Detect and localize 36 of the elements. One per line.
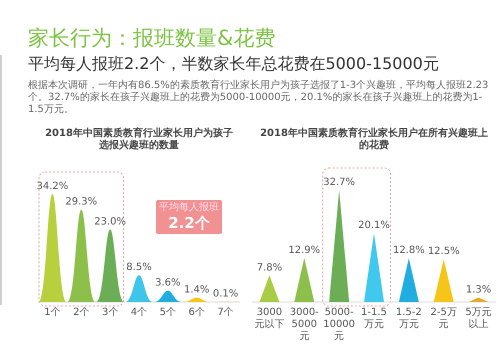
data-label: 34.2% xyxy=(36,181,68,192)
category: 5万元以上 xyxy=(464,307,493,331)
category: 3个 xyxy=(100,307,120,319)
category: 1-1.5万元 xyxy=(360,307,388,331)
data-label: 29.3% xyxy=(65,196,98,208)
category: 5000-10000元 xyxy=(322,307,356,343)
category: 5个 xyxy=(158,307,178,319)
category: 2个 xyxy=(72,307,90,319)
annotation: 平均每人报班 xyxy=(158,200,220,214)
category: 2-5万元 xyxy=(430,307,458,331)
data-label: 1.3% xyxy=(466,284,492,296)
picture-note-box: 平均每人报班 2.2个 xyxy=(156,200,222,234)
data-label: 0.1% xyxy=(212,288,238,300)
category: 3000元以下 xyxy=(253,307,286,331)
category: 4个 xyxy=(130,307,148,319)
data-label: 12.5% xyxy=(428,246,460,258)
data-label: 8.5% xyxy=(126,262,152,274)
category: 3000-5000元 xyxy=(288,307,320,343)
title: 家长行为：报班数量&花费 xyxy=(28,25,276,52)
data-label: 23.0% xyxy=(94,216,126,228)
data-label: 32.7% xyxy=(323,177,356,188)
data-label: 12.8% xyxy=(392,245,425,256)
data-label: 12.9% xyxy=(288,244,320,256)
data-label: 20.1% xyxy=(358,220,390,232)
subtitle: 平均每人报班2.2个，半数家长年总花费在5000-15000元 xyxy=(28,54,439,75)
data-label: 1.4% xyxy=(184,284,210,296)
annotation: 2.2个 xyxy=(167,214,211,232)
category: 7个 xyxy=(216,307,235,319)
category: 6个 xyxy=(188,307,206,319)
data-label: 3.6% xyxy=(155,278,181,289)
category: 1.5-2万元 xyxy=(394,307,423,331)
data-label: 7.8% xyxy=(256,262,282,274)
annotation: 根据本次调研，一年内有86.5%的素质教育行业家长用户为孩子选报了1-3个兴趣班，平均每人报班2.23个。32.7%的家长在孩子兴趣班上的花费为5000-10000元，20.1%的家长在孩子兴趣班上的花费为1-1.5万元。 xyxy=(28,80,490,116)
chart-title: 2018年中国素质教育行业家长用户在所有兴趣班上的花费 xyxy=(259,128,489,152)
category: 1个 xyxy=(43,307,62,319)
chart-title: 2018年中国素质教育行业家长用户为孩子选报兴趣班的数量 xyxy=(44,128,234,152)
